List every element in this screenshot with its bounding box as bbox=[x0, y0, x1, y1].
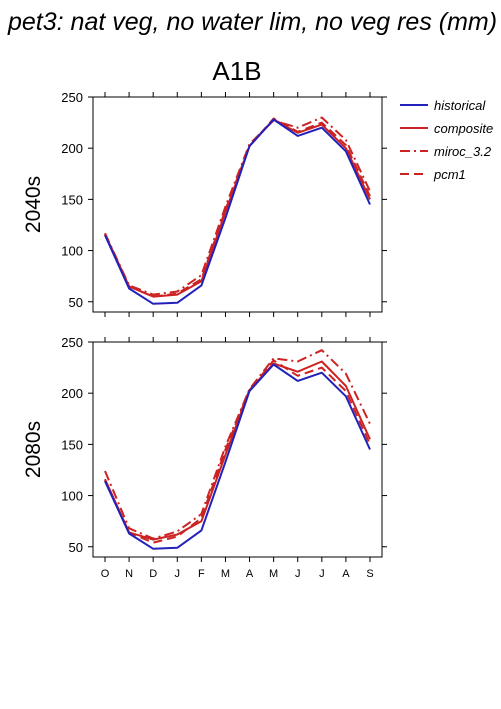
y-tick-label: 150 bbox=[61, 192, 83, 207]
y-tick-label: 100 bbox=[61, 244, 83, 259]
legend-label: historical bbox=[434, 98, 486, 113]
x-tick-label: D bbox=[149, 568, 157, 580]
y-tick-label: 100 bbox=[61, 489, 83, 504]
legend-label: pcm1 bbox=[433, 167, 466, 182]
row-label: 2040s bbox=[22, 176, 45, 233]
x-tick-label: J bbox=[295, 568, 301, 580]
y-tick-label: 250 bbox=[61, 90, 83, 105]
x-tick-label: N bbox=[125, 568, 133, 580]
x-tick-label: A bbox=[342, 568, 350, 580]
legend-item-pcm1: pcm1 bbox=[400, 167, 466, 182]
legend-label: composite bbox=[434, 121, 493, 136]
legend-label: miroc_3.2 bbox=[434, 144, 492, 159]
panel-2080s: 50 100 150 200 250 O N D J F M A M J J A S 2080s bbox=[22, 335, 387, 580]
x-tick-label: J bbox=[319, 568, 325, 580]
series-line-miroc_3.2 bbox=[104, 349, 371, 540]
figure-title: pet3: nat veg, no water lim, no veg res … bbox=[7, 8, 497, 36]
x-tick-label: S bbox=[366, 568, 373, 580]
row-label: 2080s bbox=[22, 421, 45, 478]
legend-item-composite: composite bbox=[400, 121, 493, 136]
x-tick-label: J bbox=[175, 568, 181, 580]
scenario-title: A1B bbox=[212, 56, 261, 86]
series-line-pcm1 bbox=[104, 117, 371, 298]
series-line-composite bbox=[104, 118, 371, 298]
x-tick-label: F bbox=[198, 568, 205, 580]
x-tick-label: M bbox=[269, 568, 278, 580]
series-line-miroc_3.2 bbox=[104, 116, 371, 296]
series-line-historical bbox=[104, 363, 371, 550]
series-line-composite bbox=[104, 360, 371, 541]
legend: historical composite miroc_3.2 pcm1 bbox=[400, 98, 493, 182]
plot-frame bbox=[92, 96, 383, 313]
x-tick-label: O bbox=[101, 568, 110, 580]
y-tick-label: 150 bbox=[61, 437, 83, 452]
legend-item-historical: historical bbox=[400, 98, 486, 113]
legend-item-miroc_3.2: miroc_3.2 bbox=[400, 144, 492, 159]
series-line-pcm1 bbox=[104, 359, 371, 544]
plot-frame bbox=[92, 341, 383, 558]
x-tick-label: M bbox=[221, 568, 230, 580]
y-tick-label: 50 bbox=[69, 295, 83, 310]
panels: 50 100 150 200 250 2040s 50 100 150 200 250 O N D J F M A… bbox=[22, 90, 387, 580]
panel-2040s: 50 100 150 200 250 2040s bbox=[22, 90, 387, 317]
y-tick-label: 200 bbox=[61, 141, 83, 156]
x-tick-label: A bbox=[246, 568, 254, 580]
series-line-historical bbox=[104, 118, 371, 305]
y-tick-label: 200 bbox=[61, 386, 83, 401]
y-tick-label: 50 bbox=[69, 540, 83, 555]
y-tick-label: 250 bbox=[61, 335, 83, 350]
